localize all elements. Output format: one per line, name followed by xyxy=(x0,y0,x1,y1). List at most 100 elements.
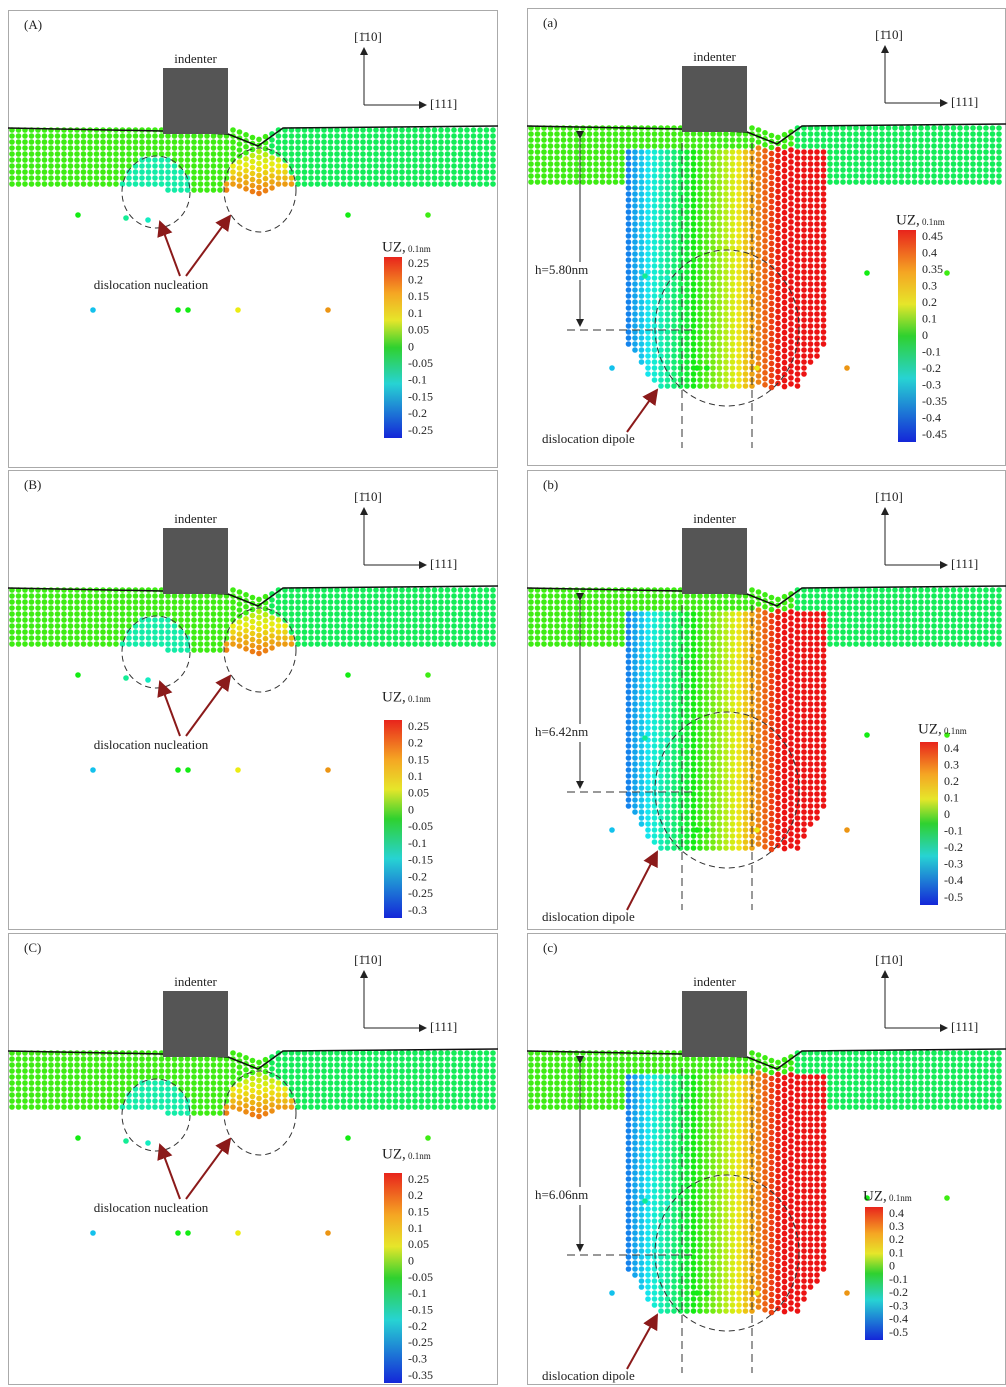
atom xyxy=(730,635,736,641)
atom xyxy=(328,133,334,139)
atom xyxy=(821,791,827,797)
atom xyxy=(658,659,664,665)
atom xyxy=(587,143,593,149)
atom xyxy=(645,653,651,659)
atom xyxy=(756,313,762,319)
atom xyxy=(412,157,418,163)
atom xyxy=(769,265,775,271)
atom xyxy=(736,815,742,821)
atom xyxy=(204,635,210,641)
atom xyxy=(308,169,314,175)
atom xyxy=(723,827,729,833)
atom xyxy=(730,665,736,671)
atom xyxy=(717,287,723,293)
atom xyxy=(834,629,840,635)
atom xyxy=(756,295,762,301)
atom xyxy=(438,139,444,145)
atom xyxy=(198,599,204,605)
atom xyxy=(133,151,139,157)
atom xyxy=(626,143,632,149)
atom xyxy=(717,719,723,725)
atom xyxy=(710,677,716,683)
atom xyxy=(548,131,554,137)
atom xyxy=(717,371,723,377)
atom xyxy=(367,169,373,175)
atom xyxy=(665,215,671,221)
atom xyxy=(691,275,697,281)
atom xyxy=(704,341,710,347)
atom xyxy=(691,647,697,653)
atom xyxy=(762,268,768,274)
atom xyxy=(808,245,814,251)
atom xyxy=(704,233,710,239)
colorbar-unit: 0.1nm xyxy=(922,217,945,227)
atom xyxy=(652,131,658,137)
atom xyxy=(886,149,892,155)
atom xyxy=(477,587,483,593)
atom xyxy=(730,347,736,353)
atom xyxy=(717,299,723,305)
atom xyxy=(821,737,827,743)
atom xyxy=(704,257,710,263)
atom xyxy=(243,174,249,180)
atom xyxy=(710,659,716,665)
atom xyxy=(652,251,658,257)
atom xyxy=(743,299,749,305)
atom xyxy=(931,125,937,131)
atom xyxy=(853,617,859,623)
atom xyxy=(658,785,664,791)
atom xyxy=(730,731,736,737)
atom xyxy=(925,623,931,629)
atom xyxy=(87,641,93,647)
atom xyxy=(697,311,703,317)
atom xyxy=(191,169,197,175)
atom xyxy=(704,731,710,737)
atom xyxy=(743,149,749,155)
atom xyxy=(697,797,703,803)
atom xyxy=(717,251,723,257)
atom xyxy=(55,133,61,139)
atom xyxy=(704,653,710,659)
atom xyxy=(886,173,892,179)
atom xyxy=(328,157,334,163)
atom xyxy=(736,311,742,317)
atom xyxy=(723,701,729,707)
atom xyxy=(860,635,866,641)
atom xyxy=(905,593,911,599)
atom xyxy=(691,227,697,233)
atom xyxy=(847,611,853,617)
atom xyxy=(769,325,775,331)
atom xyxy=(671,827,677,833)
atom xyxy=(795,197,801,203)
atom xyxy=(632,671,638,677)
atom xyxy=(775,309,781,315)
atom xyxy=(795,287,801,293)
atom xyxy=(892,629,898,635)
atom xyxy=(120,139,126,145)
atom xyxy=(665,185,671,191)
atom xyxy=(964,179,970,185)
atom xyxy=(684,665,690,671)
atom xyxy=(769,613,775,619)
atom xyxy=(619,635,625,641)
atom xyxy=(632,809,638,815)
atom xyxy=(814,671,820,677)
atom xyxy=(321,175,327,181)
atom xyxy=(899,167,905,173)
atom xyxy=(821,239,827,245)
atom xyxy=(795,779,801,785)
atom xyxy=(821,743,827,749)
atom xyxy=(736,305,742,311)
atom xyxy=(230,163,236,169)
atom xyxy=(354,641,360,647)
atom xyxy=(782,192,788,198)
atom xyxy=(139,145,145,151)
atom xyxy=(9,623,15,629)
atom xyxy=(788,663,794,669)
atom xyxy=(795,833,801,839)
atom xyxy=(801,185,807,191)
atom xyxy=(814,329,820,335)
atom xyxy=(587,599,593,605)
atom xyxy=(736,323,742,329)
atom xyxy=(412,139,418,145)
